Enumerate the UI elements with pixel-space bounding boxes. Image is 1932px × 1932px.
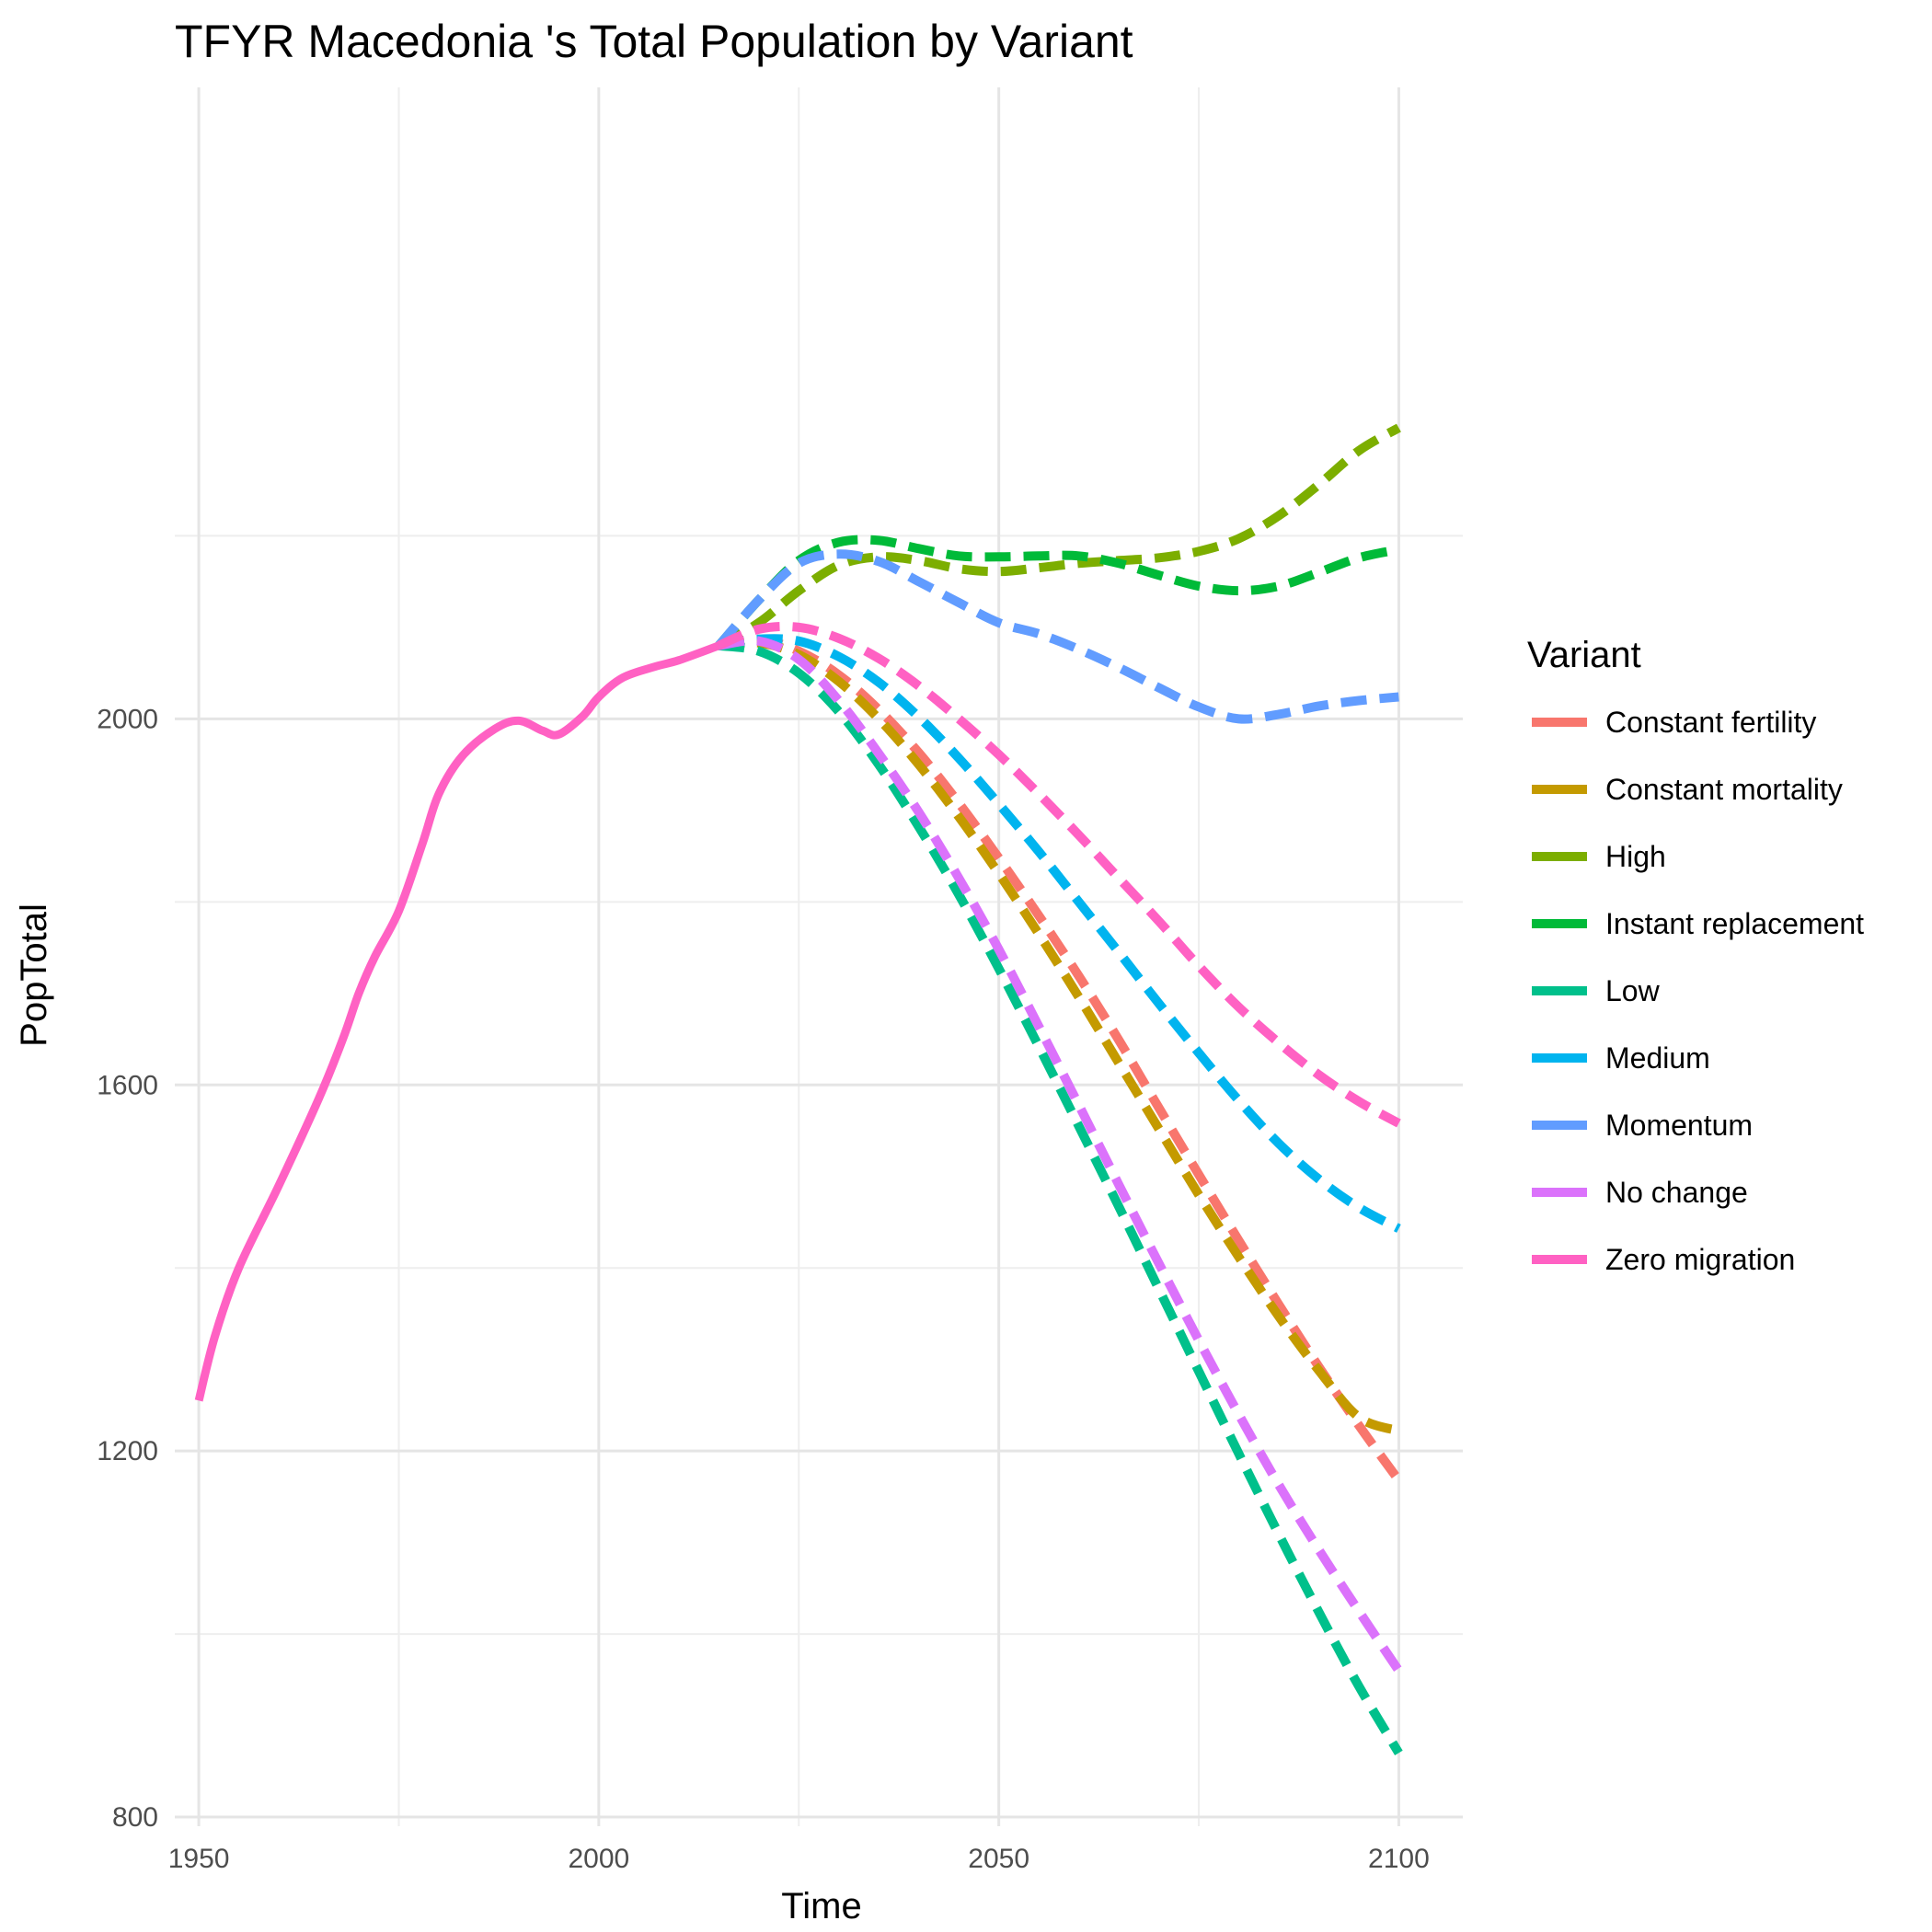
x-tick-label: 1950 <box>168 1844 230 1874</box>
series-line-low <box>718 640 1403 1755</box>
series-line-zero-migration <box>717 621 1401 1128</box>
series-line-constant-mortality <box>718 638 1401 1436</box>
legend-label-constant-fertility: Constant fertility <box>1605 706 1816 739</box>
y-tick-label: 800 <box>112 1802 158 1833</box>
legend-label-high: High <box>1605 840 1666 873</box>
series-line-no-change <box>718 636 1403 1673</box>
y-axis-ticks: 800 1200 1600 2000 <box>97 704 158 1833</box>
gridlines <box>175 87 1463 1826</box>
legend-label-low: Low <box>1605 974 1661 1007</box>
legend-label-no-change: No change <box>1605 1176 1748 1209</box>
x-tick-label: 2000 <box>568 1844 629 1874</box>
plot-area <box>194 423 1403 1755</box>
series-line-medium <box>718 634 1401 1233</box>
x-axis-title: Time <box>781 1886 861 1926</box>
y-tick-label: 1200 <box>97 1436 158 1466</box>
y-axis-title: PopTotal <box>14 903 54 1047</box>
legend-label-instant-replacement: Instant replacement <box>1605 907 1864 940</box>
legend: Variant Constant fertility Constant morta… <box>1527 635 1864 1276</box>
series-line-zero-migration-historical <box>194 641 720 1402</box>
legend-label-zero-migration: Zero migration <box>1605 1243 1795 1276</box>
series-line-high <box>716 423 1401 650</box>
x-tick-label: 2050 <box>968 1844 1029 1874</box>
legend-label-constant-mortality: Constant mortality <box>1605 773 1843 806</box>
x-tick-label: 2100 <box>1368 1844 1430 1874</box>
y-tick-label: 1600 <box>97 1070 158 1100</box>
legend-label-medium: Medium <box>1605 1041 1710 1075</box>
x-axis-ticks: 1950 2000 2050 2100 <box>168 1844 1430 1874</box>
legend-items: Constant fertility Constant mortality High… <box>1532 706 1864 1276</box>
chart-title: TFYR Macedonia 's Total Population by Va… <box>175 16 1133 67</box>
legend-title: Variant <box>1527 635 1641 675</box>
series-line-momentum <box>715 549 1399 724</box>
series-line-constant-fertility <box>718 634 1403 1483</box>
y-tick-label: 2000 <box>97 704 158 734</box>
legend-label-momentum: Momentum <box>1605 1109 1753 1142</box>
